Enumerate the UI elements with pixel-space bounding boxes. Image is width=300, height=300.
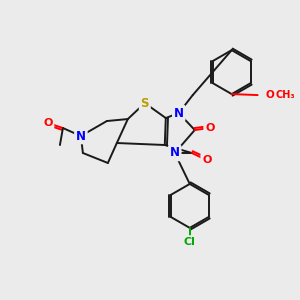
Text: O: O bbox=[43, 118, 52, 128]
Text: O: O bbox=[265, 90, 274, 100]
Text: Cl: Cl bbox=[184, 237, 196, 247]
Text: O: O bbox=[205, 123, 214, 133]
Text: S: S bbox=[141, 97, 149, 110]
Text: O: O bbox=[202, 155, 211, 165]
Text: N: N bbox=[76, 130, 86, 142]
Text: N: N bbox=[170, 146, 180, 160]
Text: CH₃: CH₃ bbox=[276, 90, 295, 100]
Text: N: N bbox=[174, 106, 184, 119]
